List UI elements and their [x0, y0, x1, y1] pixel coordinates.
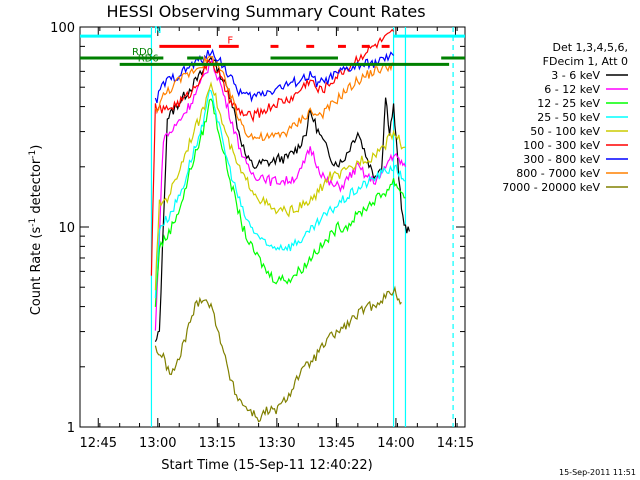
legend-entry-label: 100 - 300 keV	[523, 139, 600, 152]
x-tick-label: 13:00	[139, 436, 176, 451]
plot-area	[79, 26, 466, 428]
series-line	[154, 285, 402, 423]
series-line	[154, 55, 394, 141]
x-tick-label: 14:15	[437, 436, 474, 451]
y-tick-label: 1	[67, 421, 75, 436]
x-axis-label: Start Time (15-Sep-11 12:40:22)	[161, 458, 372, 473]
y-axis-label-tail: detector	[29, 158, 44, 218]
legend-entry-label: 7000 - 20000 keV	[502, 181, 600, 194]
axis-ticks: 12:45 13:00 13:15 13:30 13:45 14:00 14:15 1 10 10…	[50, 21, 474, 451]
footer-date: 15-Sep-2011 11:51	[559, 468, 636, 477]
legend: Det 1,3,4,5,6, FDecim 1, Att 0 3 - 6 keV…	[502, 41, 628, 194]
chart-title: HESSI Observing Summary Count Rates	[106, 2, 425, 21]
series-line	[154, 56, 410, 342]
series-layer	[150, 27, 454, 427]
x-tick-label: 13:45	[318, 436, 355, 451]
legend-entry-label: 300 - 800 keV	[523, 153, 600, 166]
x-tick-label: 12:45	[80, 436, 117, 451]
legend-entry-label: 12 - 25 keV	[537, 97, 600, 110]
y-axis-label-end: )	[29, 145, 44, 150]
plot-frame	[79, 26, 466, 428]
legend-header-line2: FDecim 1, Att 0	[543, 55, 628, 68]
y-axis-label-main: Count Rate (s	[29, 227, 44, 316]
flag-label: RD6	[138, 53, 159, 64]
series-line	[154, 98, 406, 307]
flag-label: N	[154, 25, 161, 36]
series-line	[154, 81, 406, 291]
series-line	[154, 48, 395, 104]
y-axis-label-sup2: -1	[28, 150, 38, 159]
y-tick-label: 100	[50, 21, 75, 36]
y-axis-label-sup: -1	[28, 218, 38, 227]
series-line	[150, 28, 395, 276]
flag-label: RD0	[132, 47, 153, 58]
x-tick-label: 13:15	[199, 436, 236, 451]
legend-entry-label: 25 - 50 keV	[537, 111, 600, 124]
legend-entry-label: 6 - 12 keV	[544, 83, 600, 96]
legend-entry-label: 800 - 7000 keV	[516, 167, 600, 180]
y-axis-label: Count Rate (s-1 detector-1)	[28, 145, 44, 316]
series-line	[154, 89, 406, 299]
legend-header-line1: Det 1,3,4,5,6,	[552, 41, 628, 54]
y-tick-label: 10	[58, 221, 75, 236]
series-line	[154, 57, 407, 331]
x-tick-label: 13:30	[258, 436, 295, 451]
x-tick-label: 14:00	[377, 436, 414, 451]
legend-entry-label: 3 - 6 keV	[551, 69, 600, 82]
legend-entry-label: 50 - 100 keV	[530, 125, 600, 138]
flag-label: F	[227, 35, 233, 46]
